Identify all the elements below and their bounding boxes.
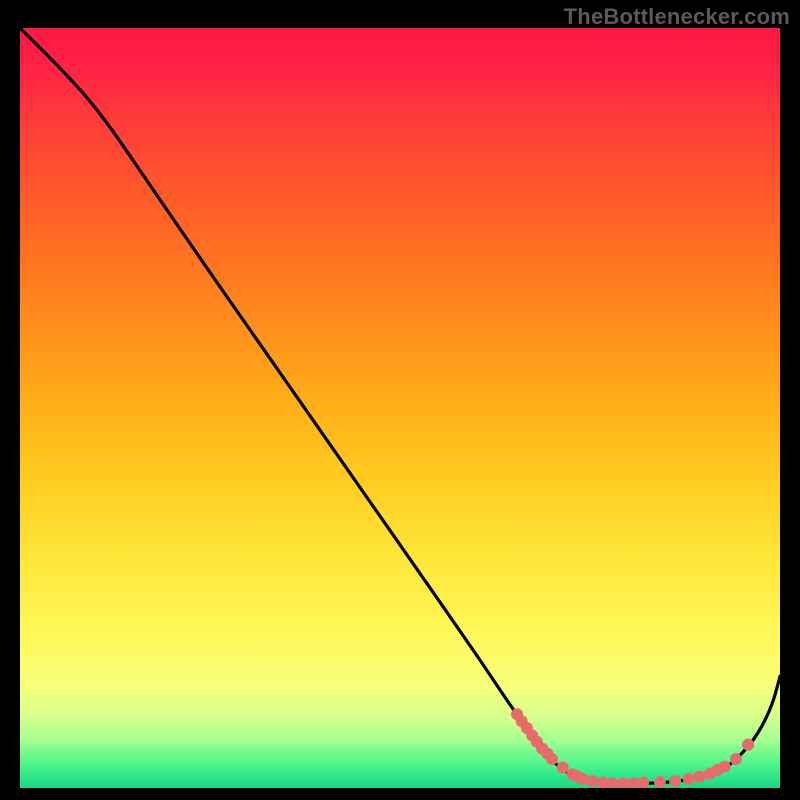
curve-layer	[20, 28, 780, 788]
data-marker	[742, 739, 754, 751]
data-marker	[586, 775, 598, 787]
chart-container: TheBottlenecker.com	[0, 0, 800, 800]
plot-area	[20, 28, 780, 788]
markers-group	[511, 708, 754, 788]
data-marker	[730, 753, 742, 765]
data-marker	[654, 776, 666, 788]
curve-line	[20, 28, 780, 784]
data-marker	[637, 777, 649, 788]
data-marker	[683, 773, 695, 785]
data-marker	[719, 761, 731, 773]
data-marker	[693, 771, 705, 783]
data-marker	[557, 761, 569, 773]
attribution-text: TheBottlenecker.com	[564, 4, 790, 30]
data-marker	[546, 753, 558, 765]
data-marker	[669, 775, 681, 787]
data-marker	[607, 777, 619, 788]
